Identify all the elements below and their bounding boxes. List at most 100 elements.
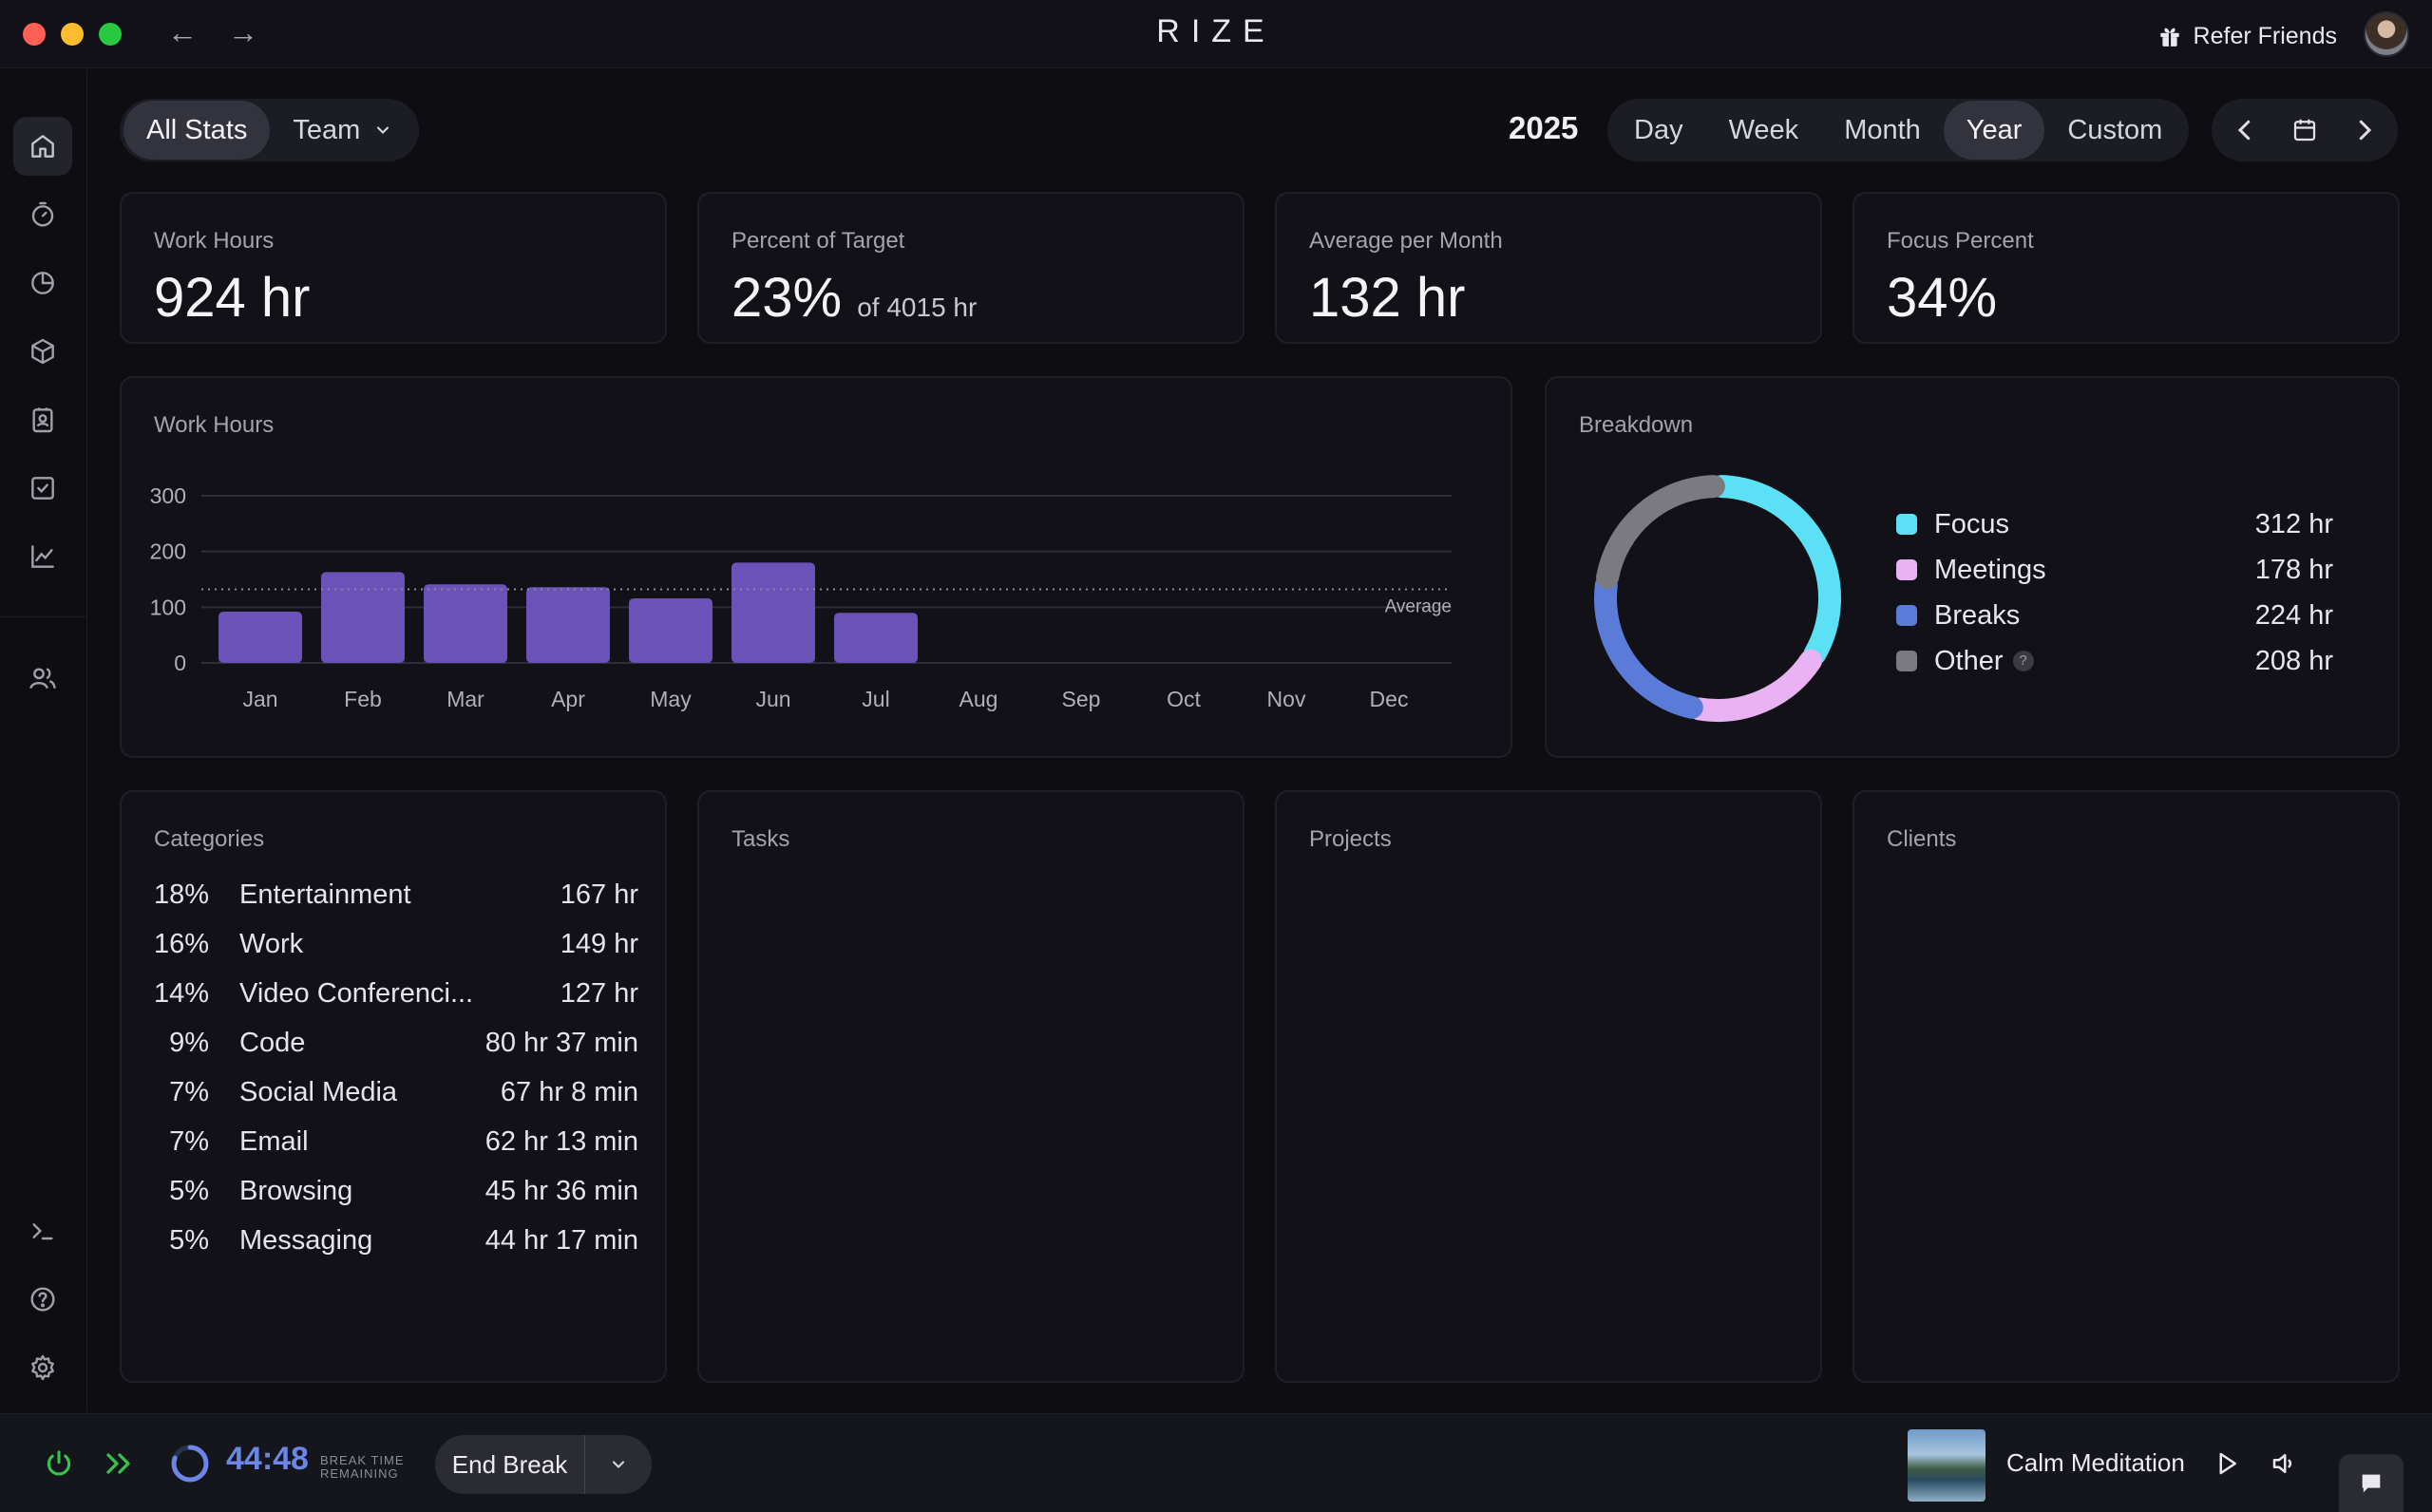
selected-year: 2025 — [1509, 110, 1579, 145]
bar-jan[interactable] — [218, 612, 302, 663]
tab-custom[interactable]: Custom — [2067, 115, 2163, 145]
category-value: 44 hr 17 min — [484, 1224, 638, 1256]
chevron-right-icon[interactable] — [2350, 116, 2379, 144]
donut-slice-breaks[interactable] — [1594, 574, 1703, 719]
list-item[interactable]: 7% Email 62 hr 13 min — [154, 1117, 638, 1166]
bar-jun[interactable] — [732, 562, 815, 663]
skip-forward-icon[interactable] — [101, 1445, 139, 1483]
list-item[interactable]: 14% Video Conferenci... 127 hr — [154, 969, 638, 1018]
list-item[interactable]: 5% Messaging 44 hr 17 min — [154, 1216, 638, 1265]
end-break-menu-button[interactable] — [585, 1455, 652, 1474]
window-minimize-button[interactable] — [61, 23, 84, 46]
volume-icon[interactable] — [2265, 1445, 2303, 1483]
list-item[interactable]: 7% Social Media 67 hr 8 min — [154, 1068, 638, 1117]
x-tick-label: Feb — [344, 687, 382, 711]
power-icon[interactable] — [40, 1445, 78, 1483]
category-percent: 7% — [169, 1076, 209, 1107]
clients-title: Clients — [1887, 826, 1957, 852]
team-icon[interactable] — [13, 649, 72, 708]
legend-label: Breaks — [1934, 599, 2021, 631]
gift-icon — [2159, 28, 2179, 47]
refer-friends-button[interactable]: Refer Friends — [2157, 17, 2337, 55]
category-name: Browsing — [239, 1175, 353, 1206]
home-icon[interactable] — [13, 117, 72, 176]
calendar-icon[interactable] — [2290, 116, 2319, 144]
stat-card-work-hours: Work Hours 924 hr — [120, 192, 667, 344]
line-chart-icon[interactable] — [13, 527, 72, 586]
stat-card-percent-target: Percent of Target 23% of 4015 hr — [697, 192, 1244, 344]
breakdown-donut-chart — [1594, 475, 1841, 722]
team-dropdown[interactable]: Team — [270, 101, 415, 160]
categories-title: Categories — [154, 826, 265, 852]
stat-label: Percent of Target — [732, 228, 905, 254]
stat-value: 34% — [1887, 267, 1998, 329]
work-hours-chart-card: Work Hours 0 100 200 300 Jan Feb Mar Apr May Jun J… — [120, 376, 1512, 758]
clients-card: Clients — [1852, 790, 2400, 1383]
tab-month[interactable]: Month — [1844, 115, 1921, 145]
list-item[interactable]: 16% Work 149 hr — [154, 919, 638, 969]
list-item[interactable]: 5% Browsing 45 hr 36 min — [154, 1166, 638, 1216]
tab-year[interactable]: Year — [1943, 101, 2045, 160]
legend-label: Other — [1934, 645, 2004, 676]
tab-day[interactable]: Day — [1634, 115, 1683, 145]
box-icon[interactable] — [13, 322, 72, 381]
donut-slice-meetings[interactable] — [1687, 649, 1823, 722]
help-tooltip-icon[interactable]: ? — [2012, 651, 2034, 671]
tasks-card: Tasks — [697, 790, 1244, 1383]
avatar[interactable] — [2364, 11, 2409, 57]
x-tick-label: Dec — [1370, 687, 1409, 711]
checklist-icon[interactable] — [13, 459, 72, 518]
y-tick-label: 200 — [150, 539, 186, 564]
back-arrow-icon[interactable]: ← — [167, 15, 198, 49]
stat-value: 23% of 4015 hr — [732, 267, 978, 329]
window-zoom-button[interactable] — [99, 23, 122, 46]
category-value: 45 hr 36 min — [484, 1175, 638, 1206]
category-percent: 9% — [169, 1027, 209, 1058]
donut-slice-other[interactable] — [1596, 475, 1725, 589]
projects-title: Projects — [1309, 826, 1392, 852]
app-title: RIZE — [1156, 13, 1276, 49]
stat-value: 132 hr — [1309, 267, 1466, 329]
tab-week[interactable]: Week — [1728, 115, 1799, 145]
donut-slice-focus[interactable] — [1710, 475, 1841, 666]
bar-jul[interactable] — [834, 613, 918, 663]
bar-apr[interactable] — [526, 587, 610, 663]
legend-value: 178 hr — [2254, 554, 2333, 585]
breakdown-legend: Focus 312 hr Meetings 178 hr Breaks 224 … — [1896, 501, 2333, 684]
chevron-down-icon — [377, 126, 390, 134]
category-value: 62 hr 13 min — [484, 1125, 638, 1157]
all-stats-tab[interactable]: All Stats — [124, 101, 271, 160]
category-name: Email — [239, 1125, 309, 1157]
bar-may[interactable] — [629, 597, 712, 663]
play-icon[interactable] — [2208, 1445, 2246, 1483]
category-percent: 7% — [169, 1125, 209, 1157]
contact-icon[interactable] — [13, 390, 72, 449]
bar-mar[interactable] — [424, 584, 507, 663]
bar-feb[interactable] — [321, 572, 405, 663]
stat-label: Average per Month — [1309, 228, 1503, 254]
chart-title: Work Hours — [154, 412, 275, 438]
pie-chart-icon[interactable] — [13, 254, 72, 312]
terminal-icon[interactable] — [13, 1201, 72, 1260]
category-value: 67 hr 8 min — [500, 1076, 638, 1107]
settings-icon[interactable] — [13, 1338, 72, 1397]
forward-arrow-icon[interactable]: → — [228, 15, 258, 49]
timer-icon[interactable] — [13, 185, 72, 244]
window-close-button[interactable] — [23, 23, 46, 46]
legend-swatch — [1896, 605, 1917, 626]
x-tick-label: Sep — [1062, 687, 1101, 711]
media-thumbnail — [1908, 1429, 1986, 1502]
projects-card: Projects — [1275, 790, 1822, 1383]
list-item[interactable]: 18% Entertainment 167 hr — [154, 870, 638, 919]
break-timer-label: BREAK TIME REMAINING — [320, 1453, 405, 1481]
sidebar-divider — [0, 616, 87, 617]
help-icon[interactable] — [13, 1270, 72, 1329]
end-break-button[interactable]: End Break — [435, 1435, 585, 1494]
y-tick-label: 100 — [150, 595, 186, 619]
list-item[interactable]: 9% Code 80 hr 37 min — [154, 1018, 638, 1068]
y-tick-label: 0 — [174, 651, 186, 675]
category-percent: 16% — [154, 928, 210, 959]
chat-button[interactable] — [2339, 1454, 2404, 1512]
chevron-left-icon[interactable] — [2231, 116, 2259, 144]
tasks-title: Tasks — [732, 826, 790, 852]
